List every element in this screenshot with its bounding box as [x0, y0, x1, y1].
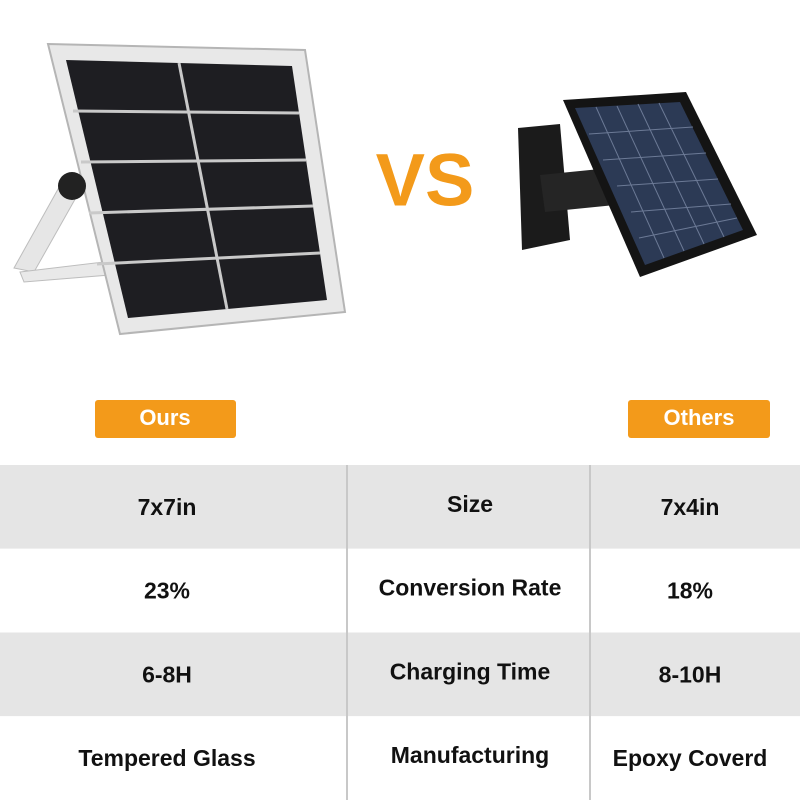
others-panel-image [518, 92, 757, 277]
row-label: Charging Time [390, 658, 551, 684]
cell-value: 7x4in [661, 494, 720, 520]
row-label: Manufacturing [391, 742, 549, 768]
others-badge [628, 400, 770, 438]
cell-value: 23% [144, 578, 190, 604]
ours-badge [95, 400, 236, 438]
row-label: Size [447, 491, 493, 517]
cell-value: 8-10H [659, 661, 722, 687]
table-row [0, 716, 800, 800]
table-row [0, 548, 800, 633]
others-header: Others [664, 405, 735, 430]
cell-value: 6-8H [142, 661, 192, 687]
comparison-table: 7x7in Size 7x4in 23% Conversion Rate 18% 6-8H C… [0, 465, 800, 800]
cell-value: 18% [667, 578, 713, 604]
vs-label: VS [376, 139, 475, 222]
ours-header: Ours [139, 405, 190, 430]
table-row [0, 465, 800, 549]
cell-value: 7x7in [138, 494, 197, 520]
row-label: Conversion Rate [379, 575, 562, 601]
ours-panel-image [13, 42, 347, 336]
table-row [0, 632, 800, 717]
cell-value: Epoxy Coverd [613, 745, 768, 771]
cell-value: Tempered Glass [78, 745, 255, 771]
